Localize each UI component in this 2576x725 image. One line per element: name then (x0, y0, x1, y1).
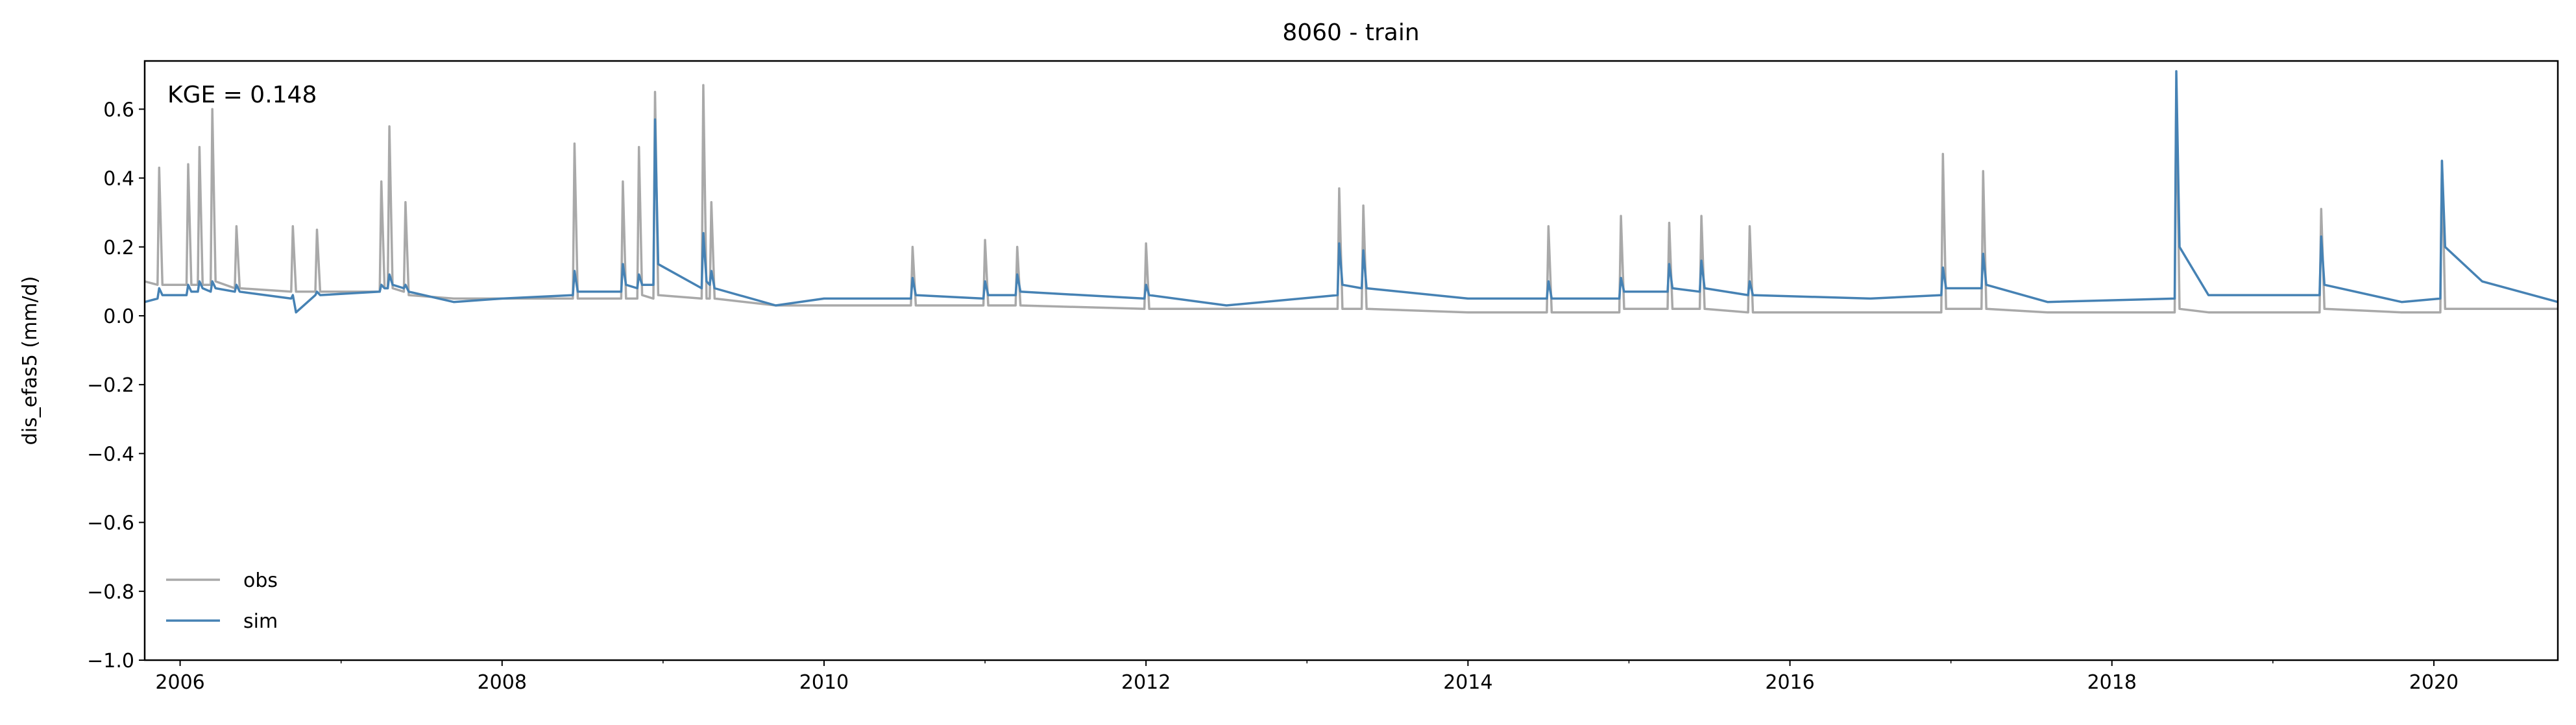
x-tick-label: 2020 (2409, 671, 2459, 694)
chart-title: 8060 - train (1282, 19, 1419, 46)
annotation: KGE = 0.148 (167, 82, 317, 108)
legend-label: sim (243, 610, 278, 633)
y-tick-label: 0.2 (103, 237, 134, 259)
y-tick-label: −0.2 (87, 374, 134, 397)
y-tick-label: −0.4 (87, 443, 134, 466)
y-tick-label: −1.0 (87, 650, 134, 672)
x-tick-label: 2006 (155, 671, 204, 694)
axes-frame (143, 60, 2559, 661)
y-tick-label: −0.8 (87, 581, 134, 604)
x-tick-label: 2014 (1443, 671, 1492, 694)
y-tick-label: 0.4 (103, 168, 134, 191)
x-tick-label: 2016 (1765, 671, 1814, 694)
x-tick-label: 2010 (799, 671, 849, 694)
x-tick-label: 2008 (478, 671, 527, 694)
legend-label: obs (243, 569, 278, 592)
plot-area (145, 70, 2558, 314)
y-tick-label: 0.0 (103, 305, 134, 328)
y-tick-label: −0.6 (87, 512, 134, 535)
x-tick-label: 2012 (1121, 671, 1171, 694)
legend: obs sim (166, 569, 278, 633)
x-tick-label: 2018 (2087, 671, 2137, 694)
series-line (145, 70, 2558, 314)
y-tick-label: 0.6 (103, 99, 134, 121)
y-axis-label: dis_efas5 (mm/d) (19, 276, 42, 446)
series-line (145, 84, 2558, 314)
